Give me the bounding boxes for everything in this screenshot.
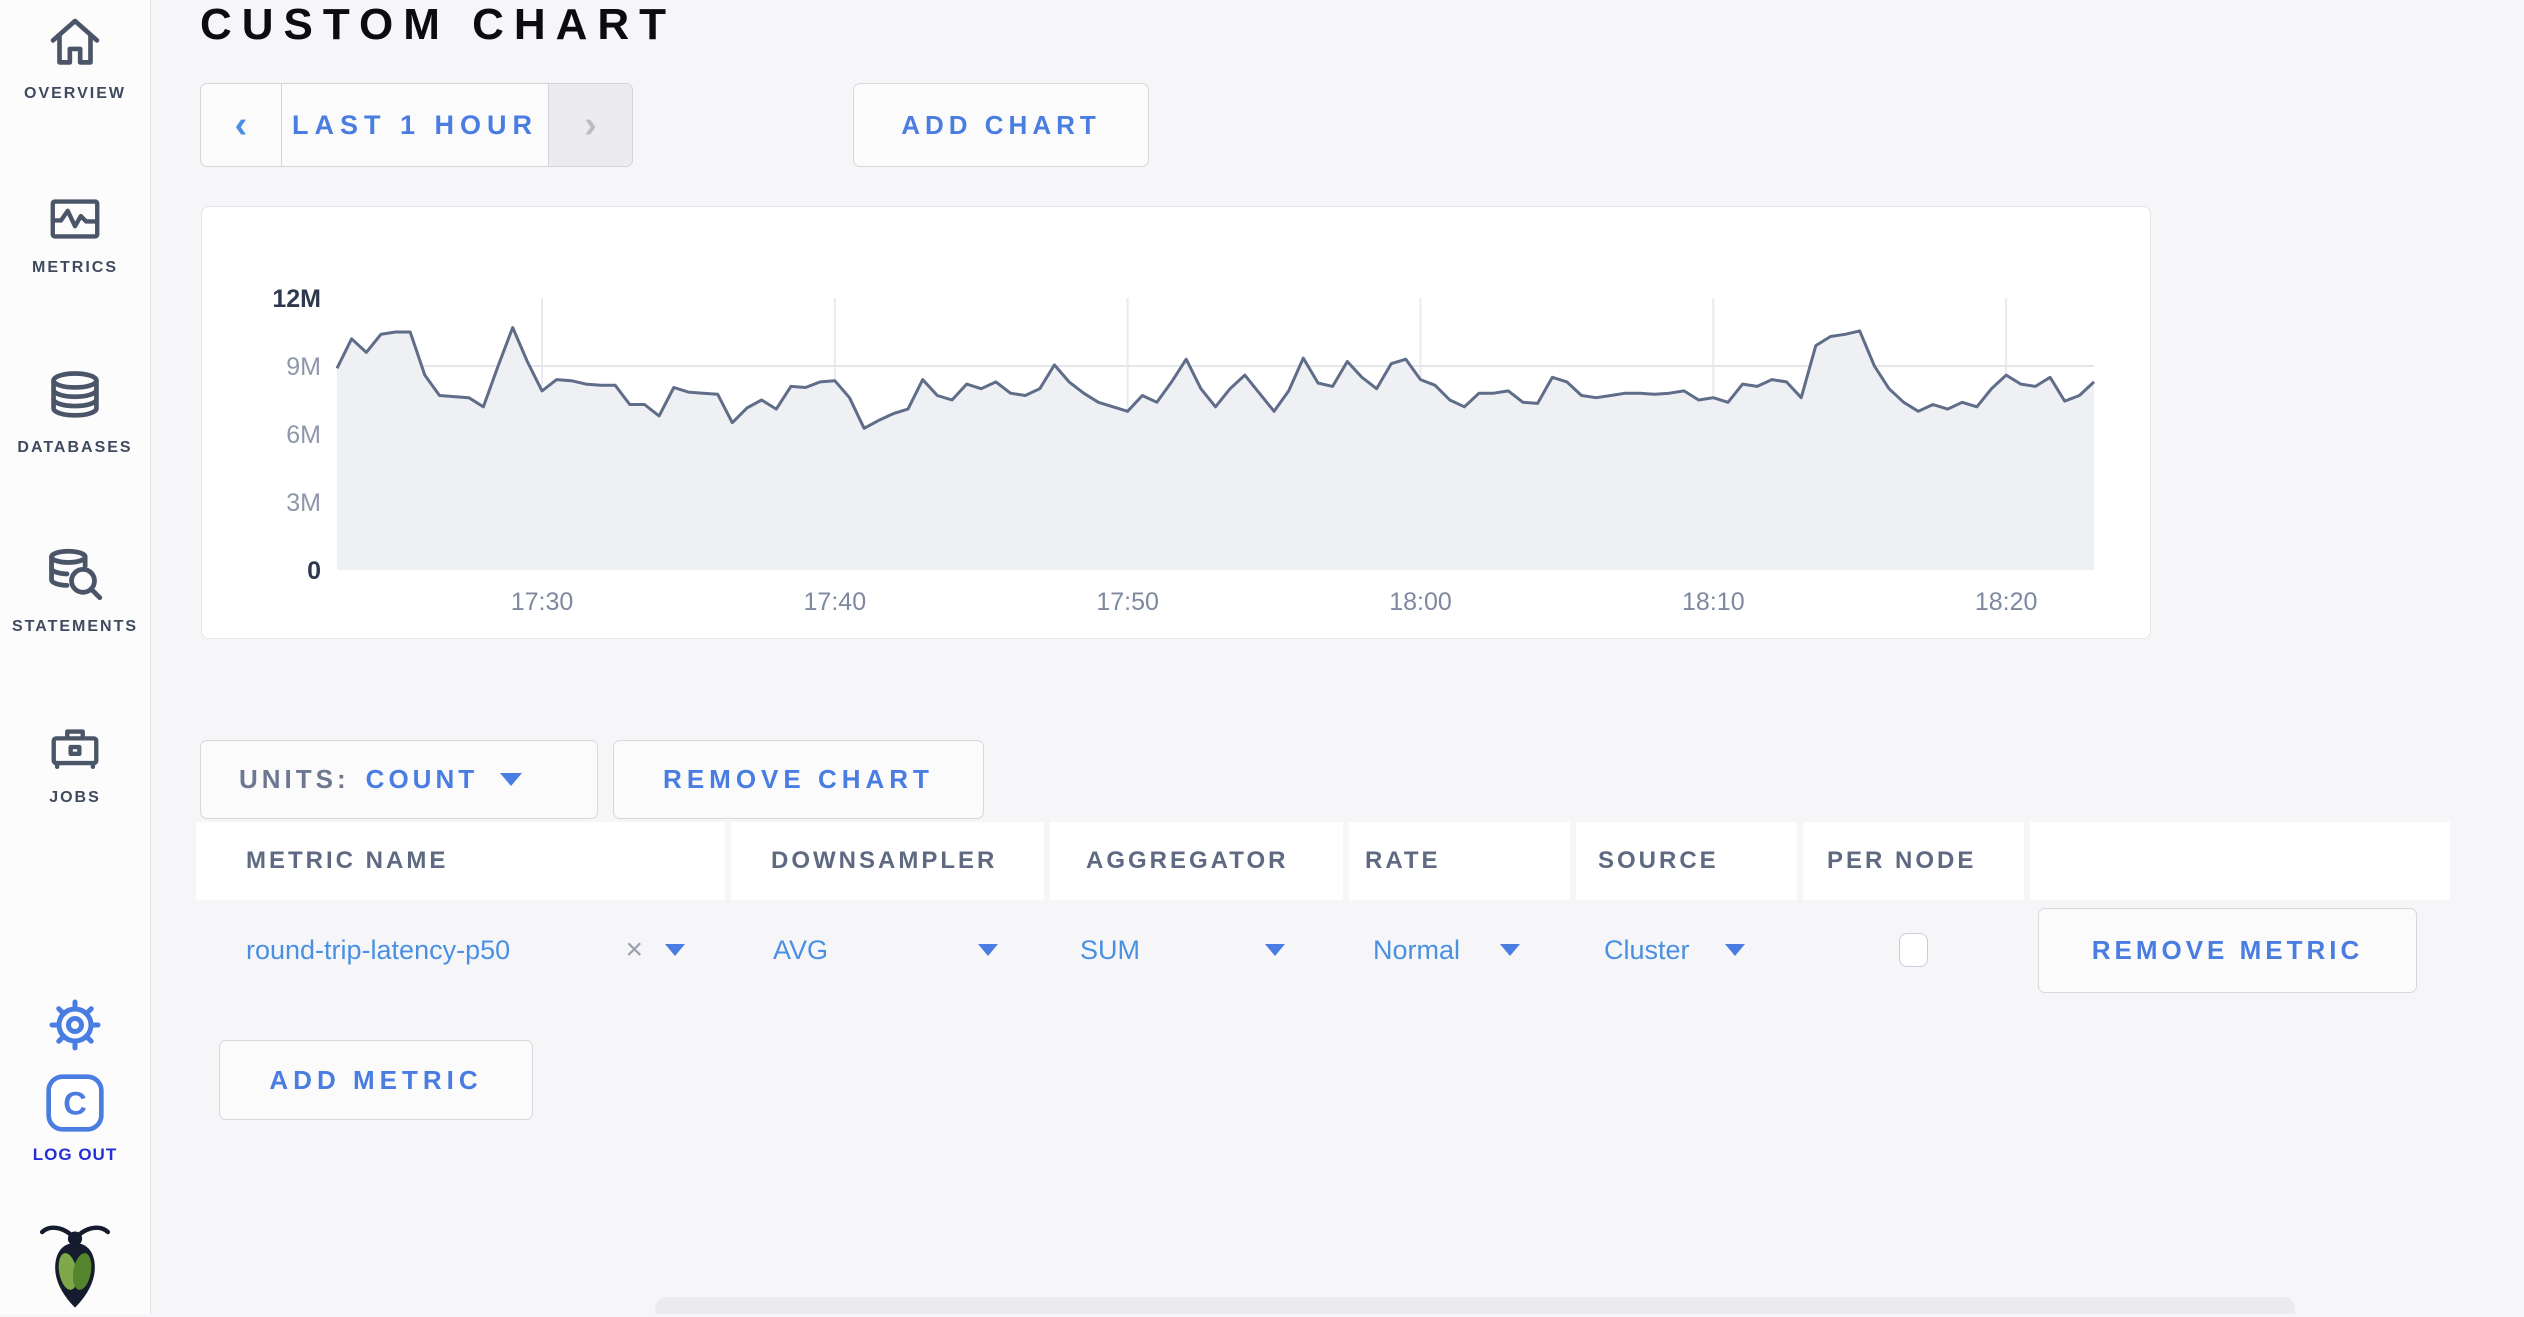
sidebar-item-overview[interactable]: OVERVIEW <box>0 12 150 103</box>
chevron-down-icon[interactable] <box>1265 944 1285 956</box>
jobs-icon <box>0 720 150 783</box>
remove-metric-button[interactable]: REMOVE METRIC <box>2038 907 2417 993</box>
downsampler-select[interactable]: AVG <box>731 900 1044 1000</box>
time-range-prev-button[interactable]: ‹ <box>201 84 282 166</box>
chevron-down-icon <box>500 773 523 786</box>
logout-label: LOG OUT <box>32 1145 118 1164</box>
metric-name-select[interactable]: round-trip-latency-p50 × <box>196 900 725 1000</box>
sidebar-item-label: METRICS <box>32 259 118 276</box>
chevron-down-icon[interactable] <box>665 944 685 956</box>
statements-icon <box>0 543 150 612</box>
metric-row: round-trip-latency-p50 × AVG SUM Normal … <box>196 900 2450 1000</box>
chevron-down-icon[interactable] <box>978 944 998 956</box>
svg-text:17:40: 17:40 <box>804 588 867 616</box>
time-range-value[interactable]: LAST 1 HOUR <box>291 109 538 140</box>
clear-metric-icon[interactable]: × <box>625 933 643 966</box>
add-chart-button[interactable]: ADD CHART <box>853 83 1149 167</box>
metric-name-value[interactable]: round-trip-latency-p50 <box>246 934 511 965</box>
metrics-icon <box>0 190 150 253</box>
chevron-down-icon[interactable] <box>1725 944 1745 956</box>
sidebar-item-statements[interactable]: STATEMENTS <box>0 543 150 636</box>
chevron-down-icon[interactable] <box>1500 944 1520 956</box>
source-select[interactable]: Cluster <box>1576 900 1797 1000</box>
column-header-rate: RATE <box>1349 822 1570 900</box>
rate-value[interactable]: Normal <box>1373 934 1461 965</box>
svg-text:18:20: 18:20 <box>1975 588 2038 616</box>
custom-chart-plot: 0 3M 6M 9M 12M 17:30 17:40 17:50 18:00 18:10 18:20 <box>272 285 2096 616</box>
sidebar-item-jobs[interactable]: JOBS <box>0 720 150 807</box>
page-title: CUSTOM CHART <box>200 0 677 49</box>
time-range-selector: ‹ LAST 1 HOUR › <box>200 83 633 167</box>
units-dropdown[interactable]: UNITS: COUNT <box>200 740 598 819</box>
units-label: UNITS: <box>239 764 350 794</box>
rate-select[interactable]: Normal <box>1349 900 1570 1000</box>
per-node-checkbox[interactable] <box>1899 933 1928 967</box>
databases-icon <box>0 366 150 433</box>
aggregator-value[interactable]: SUM <box>1080 934 1140 965</box>
svg-text:0: 0 <box>307 557 321 585</box>
svg-text:3M: 3M <box>286 489 321 517</box>
svg-text:18:00: 18:00 <box>1389 588 1452 616</box>
svg-text:17:50: 17:50 <box>1096 588 1159 616</box>
bottom-panel-edge <box>655 1297 2295 1314</box>
svg-text:9M: 9M <box>286 353 321 381</box>
chevron-left-icon: ‹ <box>234 104 248 146</box>
gear-icon <box>0 995 150 1060</box>
home-icon <box>0 12 150 79</box>
chart-card: 0 3M 6M 9M 12M 17:30 17:40 17:50 18:00 18:10 18:20 <box>201 206 2151 639</box>
sidebar-item-label: OVERVIEW <box>24 85 126 102</box>
chevron-right-icon: › <box>584 104 597 146</box>
sidebar-item-label: DATABASES <box>17 439 133 456</box>
svg-text:17:30: 17:30 <box>511 588 574 616</box>
units-value: COUNT <box>365 764 479 794</box>
per-node-cell <box>1803 900 2024 1000</box>
column-header-per-node: PER NODE <box>1803 822 2024 900</box>
column-header-actions <box>2030 822 2450 900</box>
cockroach-logo <box>0 1220 150 1317</box>
time-range-next-button[interactable]: › <box>548 84 632 166</box>
sidebar-item-databases[interactable]: DATABASES <box>0 366 150 457</box>
downsampler-value[interactable]: AVG <box>773 934 829 965</box>
cockroach-bug-icon <box>0 1220 150 1317</box>
source-value[interactable]: Cluster <box>1604 934 1690 965</box>
column-header-aggregator: AGGREGATOR <box>1050 822 1343 900</box>
sidebar-item-label: STATEMENTS <box>11 618 139 635</box>
sidebar-item-metrics[interactable]: METRICS <box>0 190 150 277</box>
cockroach-c-icon: C <box>0 1072 150 1139</box>
svg-text:C: C <box>63 1086 87 1122</box>
sidebar: OVERVIEW METRICS DATABASES <box>0 0 151 1314</box>
actions-cell: REMOVE METRIC <box>2030 900 2450 1000</box>
column-header-downsampler: DOWNSAMPLER <box>731 822 1044 900</box>
svg-text:18:10: 18:10 <box>1682 588 1745 616</box>
metrics-table-header: METRIC NAME DOWNSAMPLER AGGREGATOR RATE … <box>196 822 2450 900</box>
settings-button[interactable] <box>0 995 150 1060</box>
add-metric-button[interactable]: ADD METRIC <box>219 1040 533 1120</box>
logout-button[interactable]: C LOG OUT <box>0 1072 150 1165</box>
column-header-metric-name: METRIC NAME <box>196 822 725 900</box>
aggregator-select[interactable]: SUM <box>1050 900 1343 1000</box>
sidebar-item-label: JOBS <box>49 789 101 806</box>
remove-chart-button[interactable]: REMOVE CHART <box>613 740 984 819</box>
svg-text:6M: 6M <box>286 421 321 449</box>
column-header-source: SOURCE <box>1576 822 1797 900</box>
svg-text:12M: 12M <box>272 285 321 313</box>
